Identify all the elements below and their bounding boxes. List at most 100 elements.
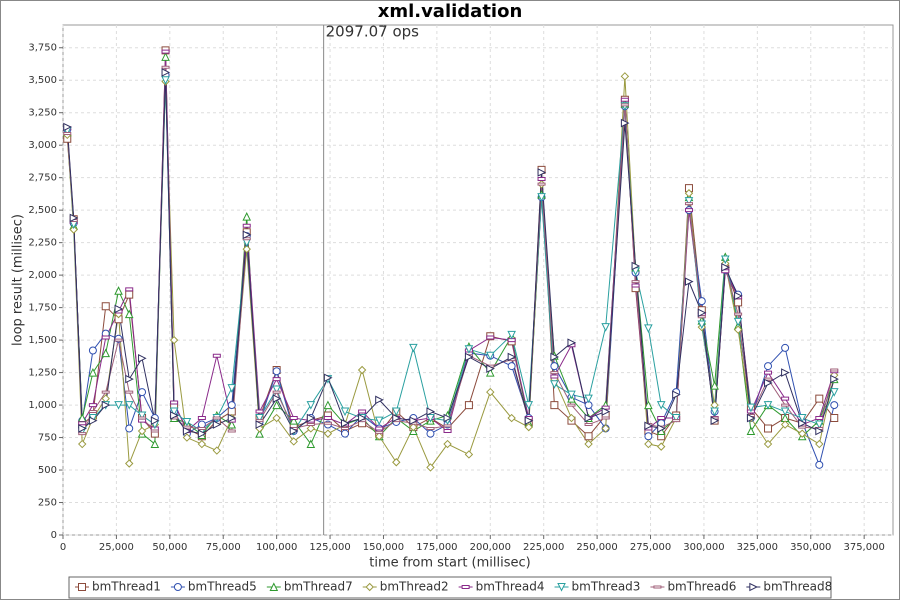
point	[255, 414, 264, 423]
point	[323, 421, 332, 425]
point	[815, 416, 824, 421]
y-tick-label: 3,000	[28, 140, 57, 151]
point	[242, 230, 252, 240]
point	[657, 424, 666, 433]
point	[620, 72, 630, 81]
point	[486, 335, 495, 340]
point	[114, 304, 124, 314]
point	[150, 429, 159, 433]
point	[798, 418, 807, 428]
legend-label: bmThread8	[763, 580, 832, 594]
point	[524, 422, 533, 432]
point	[710, 416, 720, 425]
point	[749, 582, 758, 592]
point	[644, 439, 653, 449]
point	[780, 407, 790, 417]
point	[697, 320, 707, 330]
point	[557, 583, 566, 592]
x-tick-label: 50,000	[152, 542, 187, 553]
legend-label: bmThread6	[667, 580, 736, 594]
point	[464, 352, 474, 362]
point	[814, 420, 824, 430]
point	[620, 103, 629, 107]
point	[357, 365, 367, 375]
point	[720, 255, 730, 265]
point	[567, 338, 577, 348]
point	[227, 413, 237, 423]
point	[550, 371, 559, 375]
point	[341, 418, 350, 428]
point	[507, 352, 517, 362]
point	[125, 374, 134, 384]
point	[684, 189, 694, 198]
point	[374, 432, 384, 441]
x-tick-label: 350,000	[790, 542, 831, 553]
point	[212, 416, 221, 420]
point	[584, 423, 593, 427]
point	[631, 261, 641, 271]
point	[182, 426, 192, 436]
point	[272, 367, 281, 376]
point	[289, 416, 299, 425]
point	[182, 433, 192, 442]
point	[78, 424, 87, 433]
point	[815, 426, 824, 436]
point	[830, 401, 839, 410]
point	[323, 373, 333, 383]
point	[656, 442, 666, 451]
point	[443, 429, 452, 434]
point	[524, 401, 534, 410]
point	[710, 407, 719, 417]
point	[341, 426, 350, 430]
legend-label: bmThread4	[476, 580, 545, 594]
point	[764, 424, 773, 433]
point	[656, 401, 666, 410]
point	[392, 413, 401, 423]
point	[78, 432, 87, 436]
point	[69, 213, 79, 223]
point	[341, 429, 350, 438]
y-tick-label: 3,750	[28, 43, 57, 54]
point	[721, 263, 730, 272]
point	[507, 330, 516, 340]
point	[323, 416, 332, 421]
point	[830, 374, 839, 384]
point	[764, 378, 773, 388]
point	[212, 353, 221, 358]
point	[601, 407, 611, 416]
point	[306, 401, 316, 410]
point	[631, 280, 640, 284]
point	[358, 409, 367, 414]
y-tick-label: 1,500	[28, 335, 57, 346]
point	[340, 407, 350, 417]
point	[644, 421, 653, 431]
point	[601, 416, 610, 420]
x-tick-label: 225,000	[523, 542, 564, 553]
point	[684, 202, 693, 206]
point	[550, 352, 559, 362]
point	[644, 432, 653, 441]
point	[114, 338, 123, 342]
point	[781, 396, 790, 401]
point	[137, 411, 147, 421]
y-tick-label: 3,250	[28, 108, 57, 119]
point	[601, 323, 610, 332]
point	[242, 244, 251, 254]
point	[781, 343, 790, 352]
point	[391, 407, 401, 417]
x-tick-label: 175,000	[416, 542, 457, 553]
y-tick-label: 2,750	[28, 173, 57, 184]
x-axis-label: time from start (millisec)	[369, 556, 530, 571]
point	[242, 223, 251, 228]
point	[584, 394, 593, 404]
point	[601, 424, 610, 433]
point	[358, 413, 367, 423]
point	[255, 429, 264, 438]
x-tick-label: 200,000	[470, 542, 511, 553]
point	[620, 118, 630, 128]
plot-area	[62, 24, 894, 536]
point	[537, 176, 546, 181]
x-tick-label: 300,000	[683, 542, 724, 553]
point	[567, 413, 576, 423]
